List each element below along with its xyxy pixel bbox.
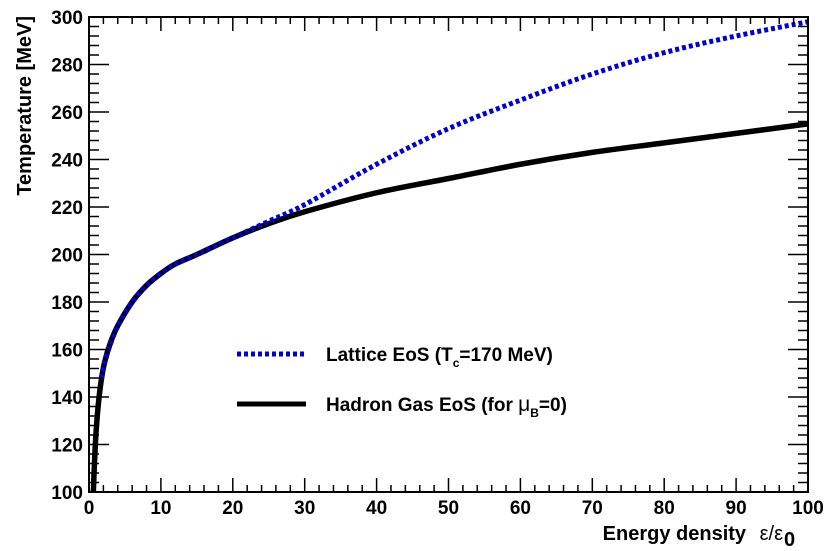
y-tick-label: 220: [51, 198, 83, 219]
legend-label-subscript: B: [530, 406, 539, 420]
legend-label-subscript: c: [453, 356, 460, 370]
x-tick-label: 70: [582, 498, 603, 519]
y-tick-label: 300: [51, 8, 83, 29]
legend: Lattice EoS (Tc=170 MeV) Hadron Gas EoS (…: [237, 345, 567, 420]
legend-label-mu: μ: [518, 393, 530, 416]
x-tick-label: 100: [792, 498, 824, 519]
x-axis-title-subscript: 0: [784, 529, 795, 551]
y-tick-label: 100: [51, 483, 83, 504]
legend-label-rest: =0): [539, 395, 567, 416]
series-hadron-gas-eos-line: [90, 121, 809, 493]
x-tick-label: 90: [726, 498, 747, 519]
y-tick-label: 160: [51, 341, 83, 362]
y-tick-label: 200: [51, 246, 83, 267]
legend-label-lattice: Lattice EoS (Tc=170 MeV): [326, 345, 553, 370]
y-tick-label: 240: [51, 151, 83, 172]
legend-label-rest: =170 MeV): [459, 345, 552, 366]
y-tick-label: 120: [51, 436, 83, 457]
x-tick-label: 40: [366, 498, 387, 519]
x-tick-label: 50: [438, 498, 459, 519]
axes-layer: 0 10 20 30 40 50 60 70 80 90 100 100 120 140 160 180 200…: [51, 8, 824, 519]
legend-label-hadron: Hadron Gas EoS (for μB=0): [326, 393, 567, 420]
x-tick-label: 20: [222, 498, 243, 519]
y-tick-label: 180: [51, 293, 83, 314]
x-axis-title-text: Energy density: [603, 523, 747, 545]
x-tick-label: 0: [84, 498, 95, 519]
legend-label-text: Lattice EoS (T: [326, 345, 453, 366]
x-tick-label: 30: [294, 498, 315, 519]
x-tick-label: 60: [510, 498, 531, 519]
series-layer: [90, 19, 809, 493]
x-axis-title-symbol: ε/ε: [760, 523, 783, 545]
legend-label-text: Hadron Gas EoS (for: [326, 395, 518, 416]
x-tick-label: 80: [654, 498, 675, 519]
y-tick-label: 140: [51, 388, 83, 409]
y-axis-title: Temperature [MeV]: [14, 16, 36, 196]
y-tick-label: 280: [51, 56, 83, 77]
x-tick-label: 10: [150, 498, 171, 519]
x-axis-title: Energy density ε/ε: [603, 523, 783, 545]
series-lattice-eos-line: [98, 19, 809, 379]
y-tick-label: 260: [51, 103, 83, 124]
